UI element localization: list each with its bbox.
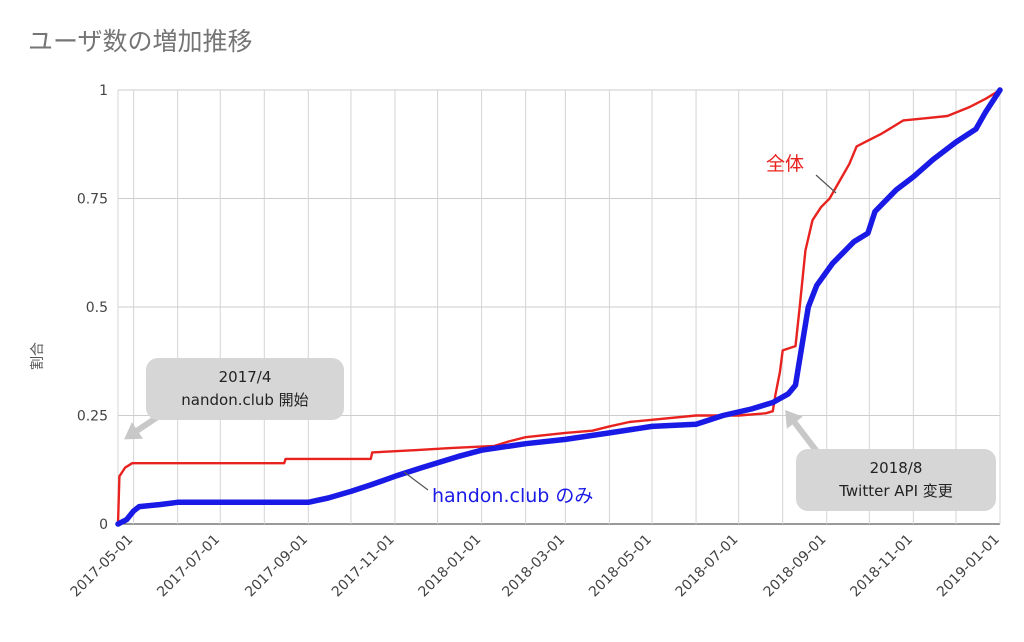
series-line-handon [115,87,1003,527]
y-tick-label: 1 [99,83,108,99]
callout-arrow-head [124,422,144,440]
callout-text: nandon.club 開始 [181,391,308,409]
y-axis-label: 割合 [29,342,46,370]
callout-arrow-head [785,409,803,429]
annotations: 2017/4 nandon.club 開始 2018/8 Twitter API 変更 [124,358,996,511]
x-tick-label: 2017-05-01 [68,532,137,601]
leader-line [815,174,837,194]
annotation-callout: 2018/8 Twitter API 変更 [785,409,996,511]
x-axis-ticks: 2017-05-01 2017-07-01 2017-09-01 2017-11-01… [68,532,1003,601]
chart-title: ユーザ数の増加推移 [28,27,253,56]
callout-text: 2018/8 [870,459,923,477]
series-label-all: 全体 [766,153,804,175]
callout-box [146,358,344,420]
y-tick-label: 0 [99,517,108,533]
x-tick-label: 2018-09-01 [761,532,830,601]
callout-arrow-shaft [790,417,821,455]
y-axis-ticks: 0 0.25 0.5 0.75 1 [77,83,108,533]
callout-box [796,449,996,511]
x-tick-label: 2017-07-01 [154,532,223,601]
x-tick-label: 2018-01-01 [416,532,485,601]
x-tick-label: 2018-03-01 [499,532,568,601]
y-tick-label: 0.25 [77,409,108,425]
x-tick-label: 2018-05-01 [586,532,655,601]
series-lines [115,87,1003,527]
series-labels: 全体 handon.club のみ [403,153,837,507]
grid-lines [117,89,1001,525]
series-label-handon: handon.club のみ [432,485,593,507]
annotation-callout: 2017/4 nandon.club 開始 [124,358,344,440]
y-tick-label: 0.75 [77,192,108,208]
x-tick-label: 2018-11-01 [847,532,916,601]
x-tick-label: 2018-07-01 [673,532,742,601]
x-tick-label: 2019-01-01 [934,532,1003,601]
leader-line [403,471,429,491]
series-line-all [116,88,1002,526]
y-tick-label: 0.5 [86,300,108,316]
x-tick-label: 2017-09-01 [242,532,311,601]
callout-text: 2017/4 [219,368,272,386]
callout-text: Twitter API 変更 [838,482,953,500]
x-tick-label: 2017-11-01 [329,532,398,601]
